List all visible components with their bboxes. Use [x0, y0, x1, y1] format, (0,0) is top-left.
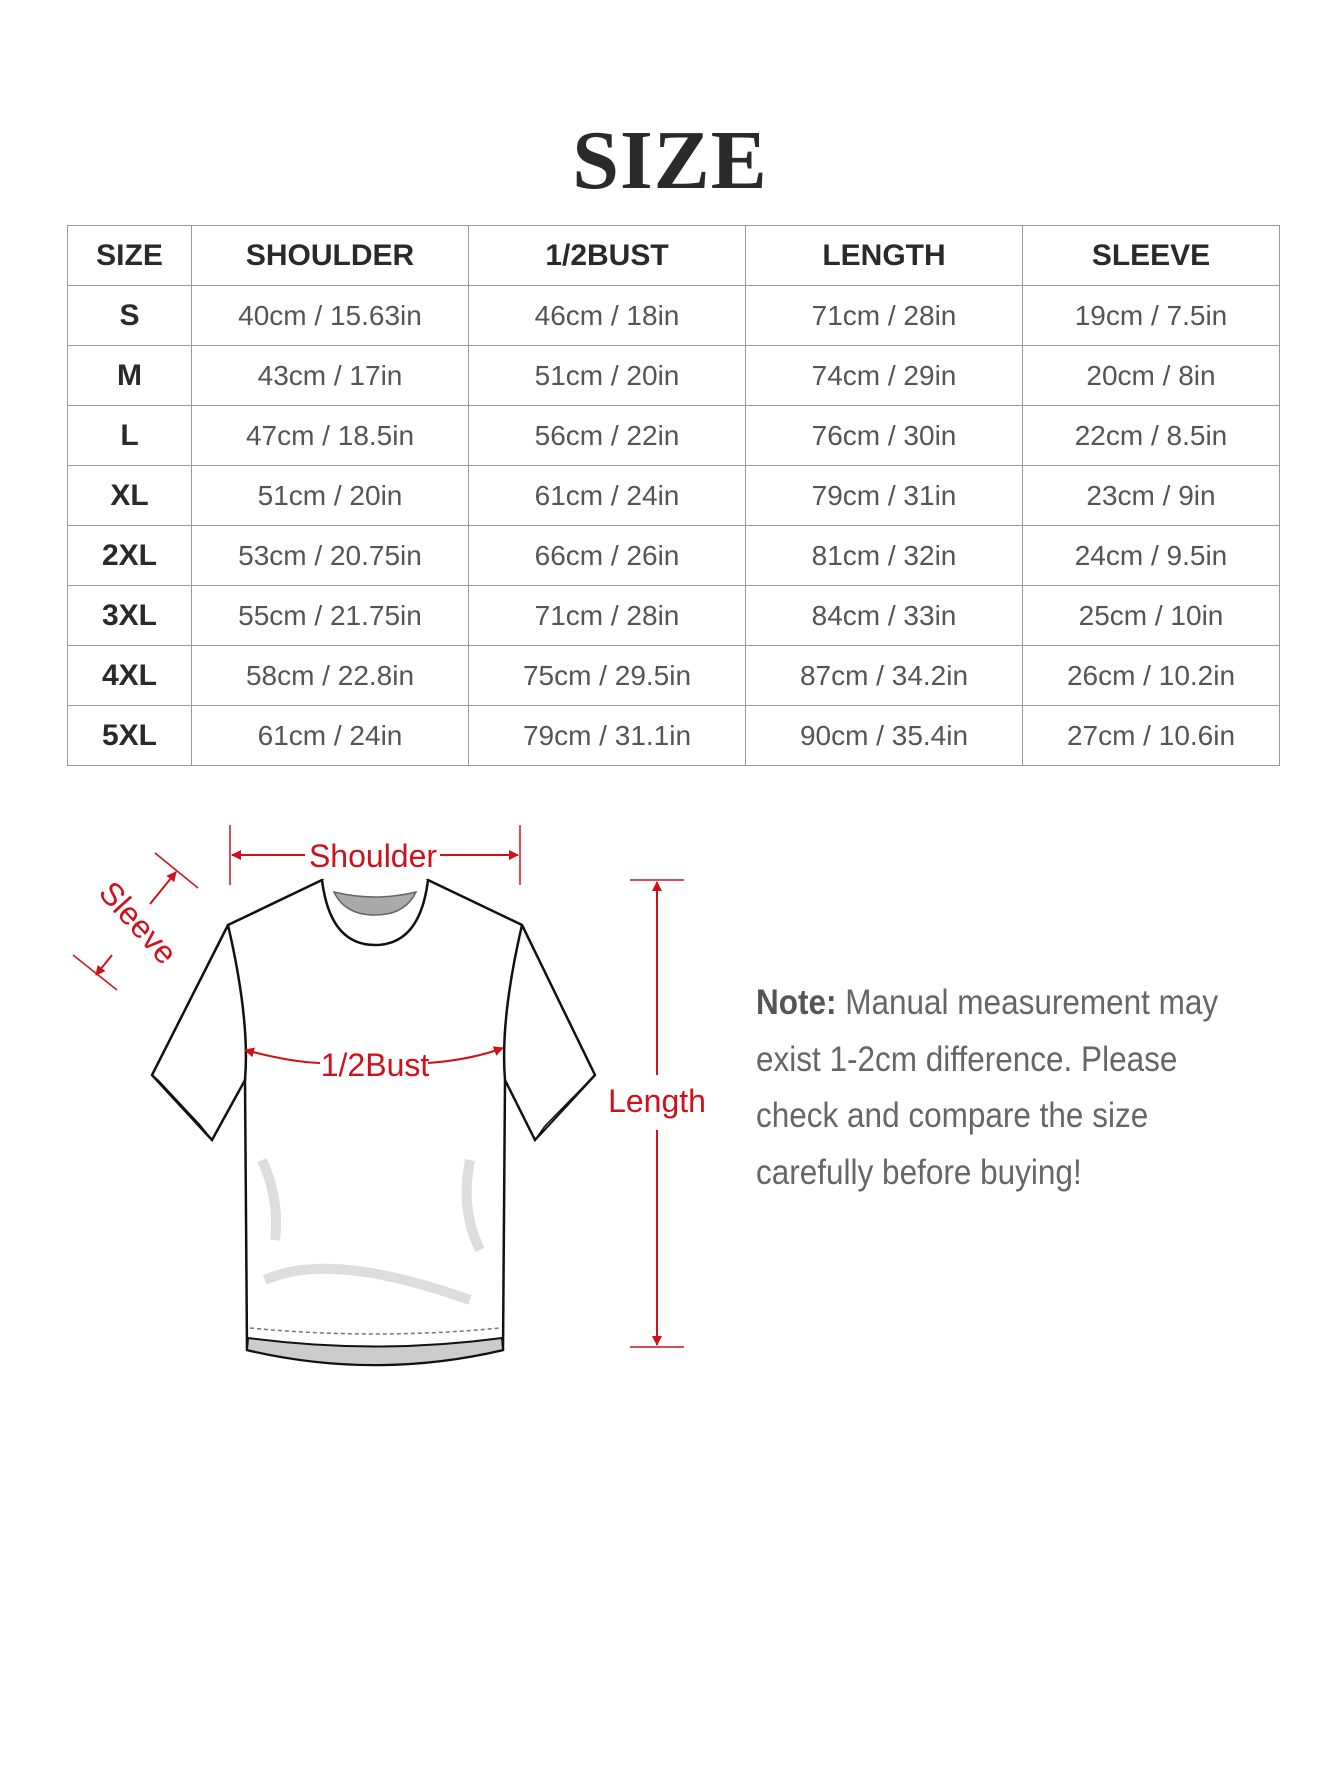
note-label: Note: [756, 983, 837, 1022]
cell-length: 87cm / 34.2in [745, 645, 1023, 706]
header-sleeve: SLEEVE [1022, 225, 1280, 286]
page-title: SIZE [572, 114, 768, 207]
cell-bust: 79cm / 31.1in [468, 705, 746, 766]
table-row: L 47cm / 18.5in 56cm / 22in 76cm / 30in 22cm… [67, 405, 1280, 466]
cell-length: 81cm / 32in [745, 525, 1023, 586]
cell-size: 5XL [67, 705, 192, 766]
cell-sleeve: 26cm / 10.2in [1022, 645, 1280, 706]
cell-shoulder: 58cm / 22.8in [191, 645, 469, 706]
cell-size: 4XL [67, 645, 192, 706]
tshirt-diagram: Shoulder 1/2Bust Length Sleeve [72, 825, 706, 1367]
table-row: XL 51cm / 20in 61cm / 24in 79cm / 31in 23cm … [67, 465, 1280, 526]
cell-shoulder: 51cm / 20in [191, 465, 469, 526]
cell-size: M [67, 345, 192, 406]
cell-length: 74cm / 29in [745, 345, 1023, 406]
header-size: SIZE [67, 225, 192, 286]
cell-sleeve: 27cm / 10.6in [1022, 705, 1280, 766]
cell-shoulder: 40cm / 15.63in [191, 285, 469, 346]
cell-length: 79cm / 31in [745, 465, 1023, 526]
header-length: LENGTH [745, 225, 1023, 286]
table-header-row: SIZE SHOULDER 1/2BUST LENGTH SLEEVE [67, 225, 1280, 286]
cell-size: S [67, 285, 192, 346]
cell-size: L [67, 405, 192, 466]
cell-size: XL [67, 465, 192, 526]
size-table: SIZE SHOULDER 1/2BUST LENGTH SLEEVE S 40c… [67, 225, 1280, 766]
cell-bust: 56cm / 22in [468, 405, 746, 466]
table-row: M 43cm / 17in 51cm / 20in 74cm / 29in 20cm /… [67, 345, 1280, 406]
cell-shoulder: 61cm / 24in [191, 705, 469, 766]
cell-sleeve: 19cm / 7.5in [1022, 285, 1280, 346]
table-row: S 40cm / 15.63in 46cm / 18in 71cm / 28in 19c… [67, 285, 1280, 346]
cell-bust: 66cm / 26in [468, 525, 746, 586]
table-row: 4XL 58cm / 22.8in 75cm / 29.5in 87cm / 34.2… [67, 645, 1280, 706]
cell-bust: 51cm / 20in [468, 345, 746, 406]
shoulder-label: Shoulder [309, 838, 437, 874]
cell-sleeve: 20cm / 8in [1022, 345, 1280, 406]
note-body: Manual measurement may exist 1-2cm diffe… [756, 983, 1219, 1192]
cell-shoulder: 53cm / 20.75in [191, 525, 469, 586]
cell-length: 90cm / 35.4in [745, 705, 1023, 766]
table-row: 3XL 55cm / 21.75in 71cm / 28in 84cm / 33in 2… [67, 585, 1280, 646]
cell-length: 84cm / 33in [745, 585, 1023, 646]
cell-size: 2XL [67, 525, 192, 586]
cell-sleeve: 22cm / 8.5in [1022, 405, 1280, 466]
cell-bust: 46cm / 18in [468, 285, 746, 346]
cell-size: 3XL [67, 585, 192, 646]
table-row: 2XL 53cm / 20.75in 66cm / 26in 81cm / 32in 2… [67, 525, 1280, 586]
cell-shoulder: 43cm / 17in [191, 345, 469, 406]
length-label: Length [608, 1083, 706, 1119]
note-text: Note: Manual measurement may exist 1-2cm… [756, 975, 1260, 1201]
table-row: 5XL 61cm / 24in 79cm / 31.1in 90cm / 35.4in… [67, 705, 1280, 766]
header-bust: 1/2BUST [468, 225, 746, 286]
bust-label: 1/2Bust [321, 1047, 430, 1083]
cell-sleeve: 24cm / 9.5in [1022, 525, 1280, 586]
cell-length: 76cm / 30in [745, 405, 1023, 466]
cell-bust: 75cm / 29.5in [468, 645, 746, 706]
cell-length: 71cm / 28in [745, 285, 1023, 346]
cell-shoulder: 47cm / 18.5in [191, 405, 469, 466]
tshirt-icon [150, 878, 597, 1367]
cell-bust: 71cm / 28in [468, 585, 746, 646]
cell-sleeve: 23cm / 9in [1022, 465, 1280, 526]
cell-sleeve: 25cm / 10in [1022, 585, 1280, 646]
header-shoulder: SHOULDER [191, 225, 469, 286]
cell-bust: 61cm / 24in [468, 465, 746, 526]
measurement-arrows [72, 825, 684, 1348]
sleeve-label: Sleeve [92, 874, 184, 971]
cell-shoulder: 55cm / 21.75in [191, 585, 469, 646]
